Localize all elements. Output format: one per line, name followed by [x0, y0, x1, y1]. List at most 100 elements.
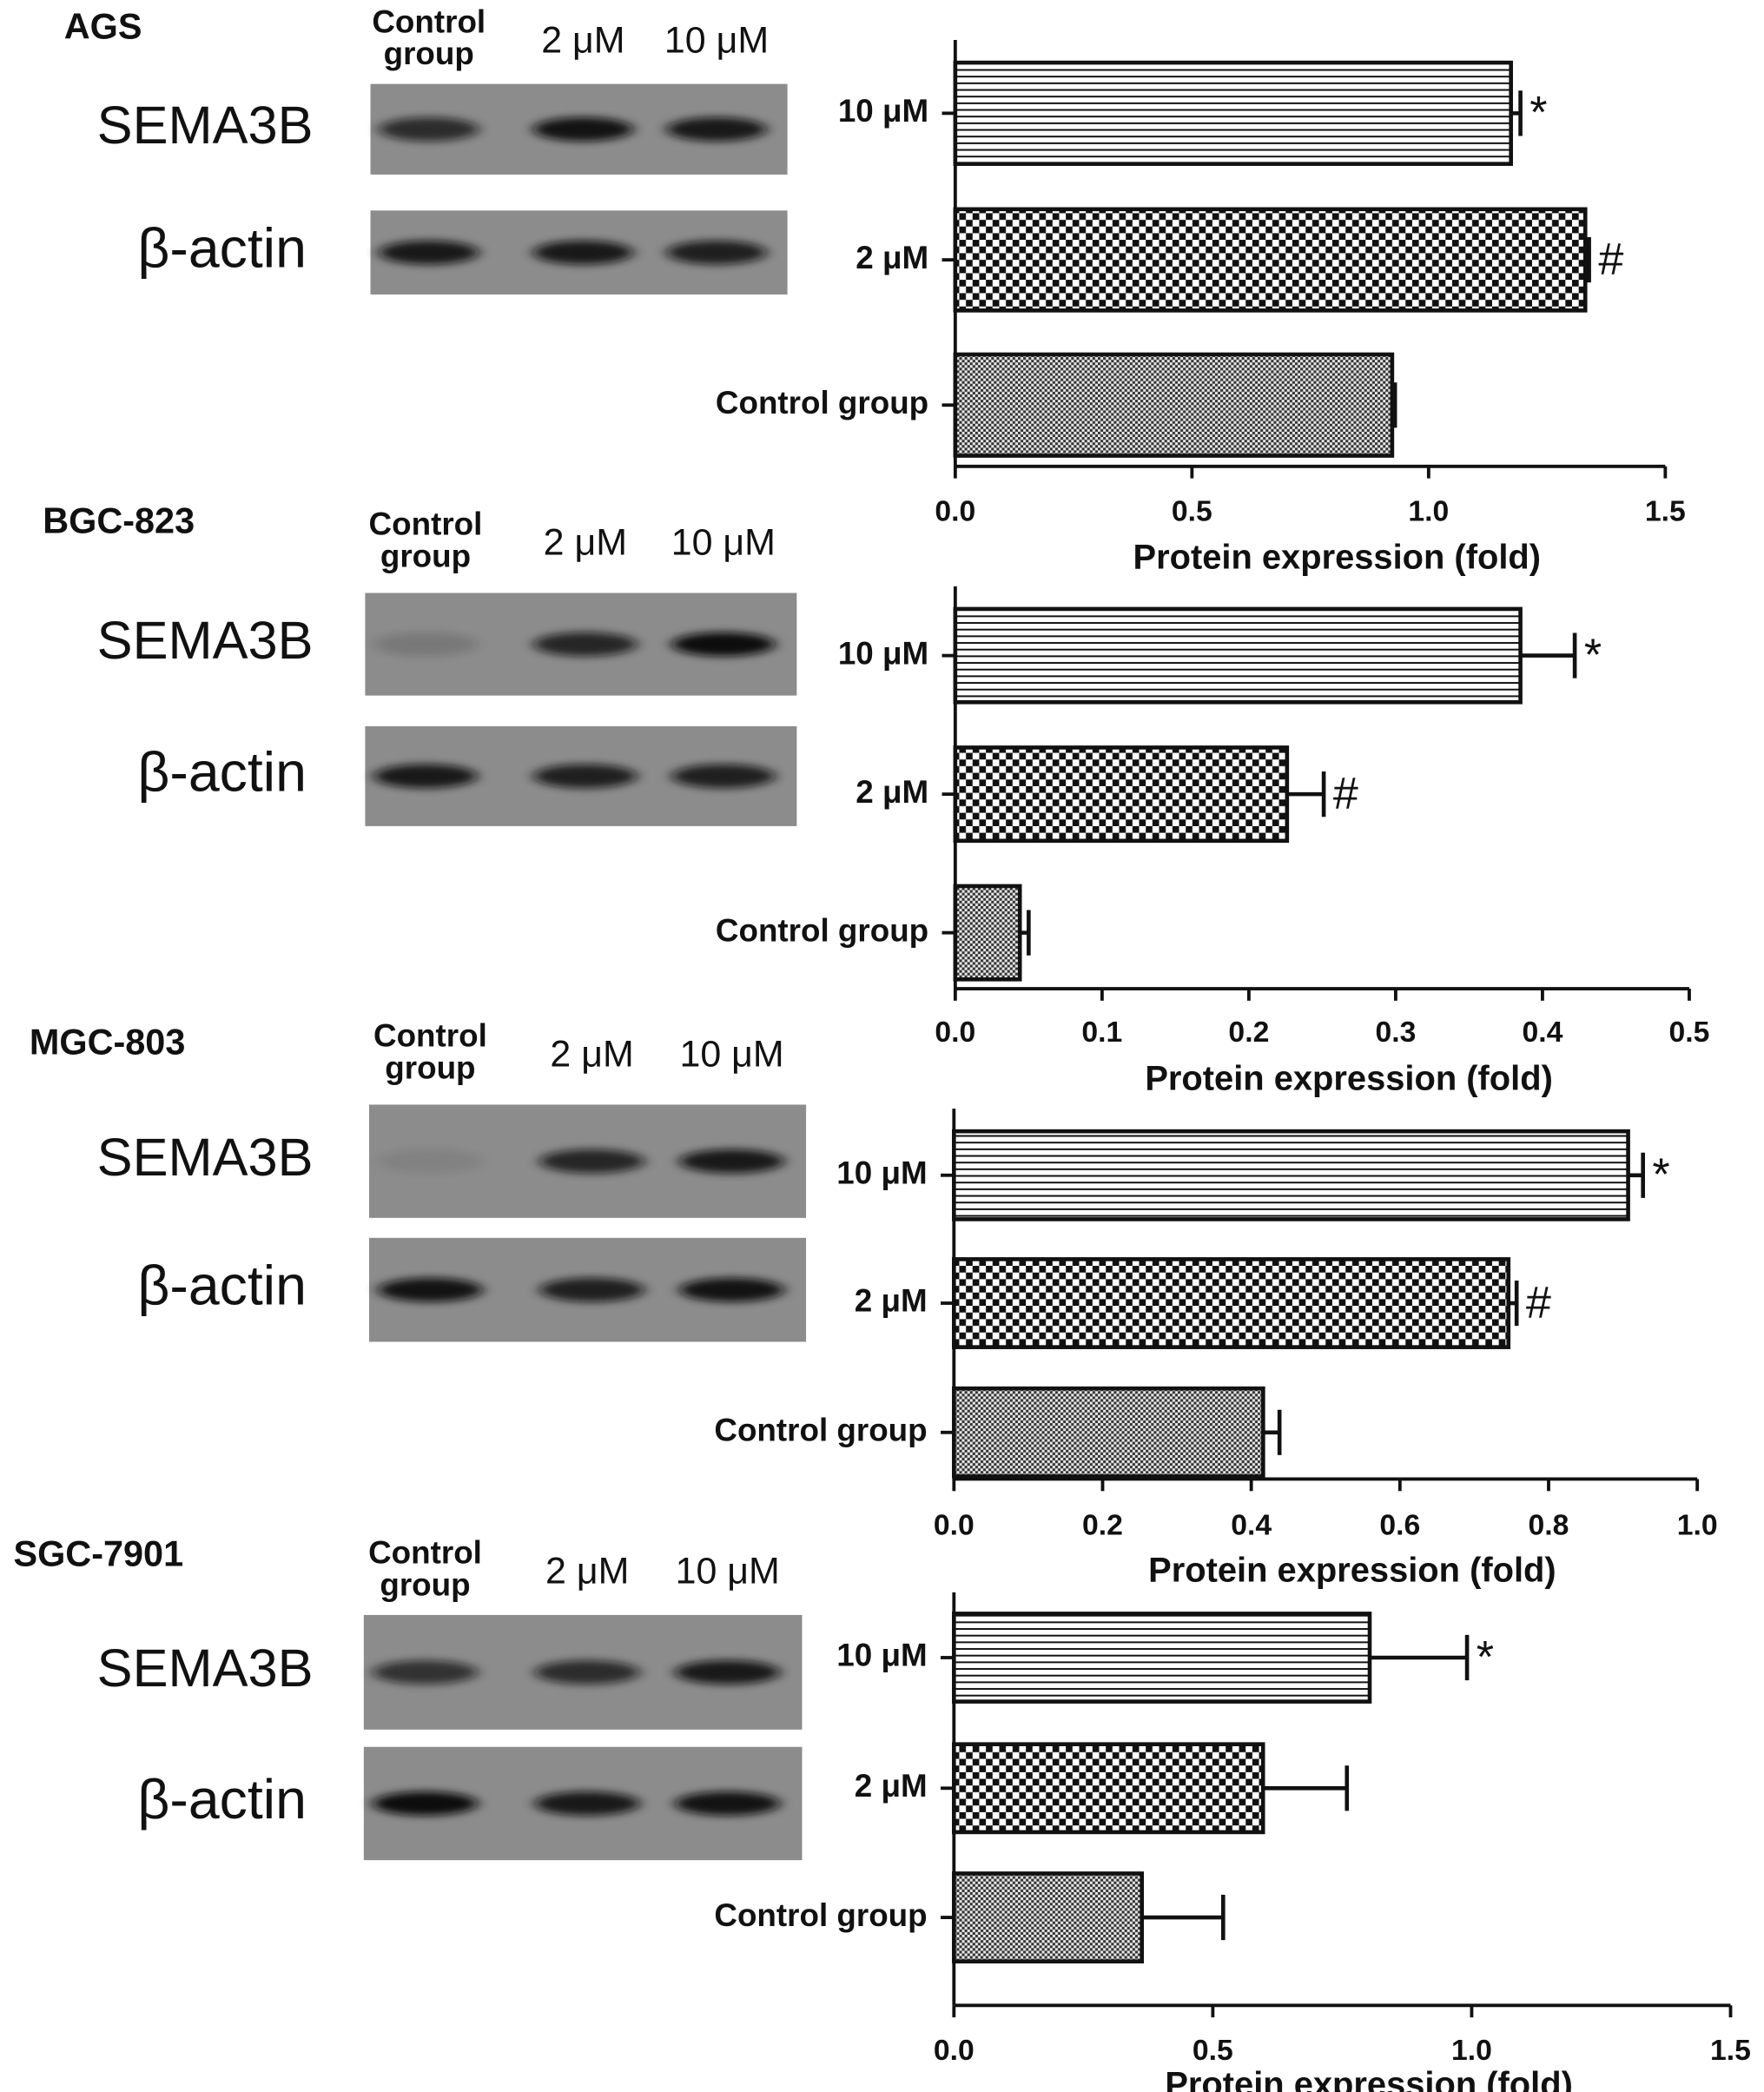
blot-band — [533, 764, 638, 789]
blot-band — [379, 116, 479, 142]
x-tick-label: 1.5 — [1645, 494, 1686, 527]
lane-label: 10 μM — [664, 19, 769, 61]
x-tick-label: 0.5 — [1669, 1016, 1710, 1049]
cell-line-title: SGC-7901 — [13, 1533, 183, 1573]
bar — [952, 1386, 1265, 1479]
lane-label: 2 μM — [544, 522, 627, 564]
lane-label: group — [384, 36, 474, 71]
lane-label: group — [380, 1566, 470, 1602]
error-bar — [1520, 632, 1577, 679]
blot-band — [532, 116, 633, 142]
error-bar — [1585, 237, 1591, 283]
significance-marker: # — [1526, 1278, 1551, 1328]
bar — [953, 207, 1588, 313]
blot-band — [539, 1277, 644, 1302]
x-tick-label: 0.2 — [1228, 1016, 1269, 1049]
y-tick-label: 2 μM — [856, 240, 928, 275]
significance-marker: # — [1598, 235, 1623, 285]
lane-label: 10 μM — [676, 1551, 780, 1592]
error-bar — [1141, 1895, 1226, 1941]
x-tick-label: 0.0 — [935, 494, 975, 527]
cell-line-title: AGS — [64, 7, 142, 47]
blot-row-label: SEMA3B — [97, 611, 314, 671]
blot-band — [378, 1149, 483, 1174]
cell-line-title: BGC-823 — [43, 501, 195, 541]
bar — [953, 352, 1395, 458]
blot-row-label: β-actin — [137, 217, 307, 280]
bar — [953, 884, 1022, 982]
error-bar — [1391, 382, 1397, 428]
error-bar — [1510, 90, 1523, 136]
significance-marker: # — [1333, 769, 1358, 819]
blot-band — [671, 764, 776, 789]
blot-band — [671, 632, 776, 657]
blot-band — [533, 632, 638, 657]
lane-label: 2 μM — [541, 19, 624, 61]
significance-marker: * — [1529, 88, 1547, 138]
error-bar — [1370, 1634, 1470, 1681]
bar — [952, 1129, 1630, 1221]
x-axis-label: Protein expression (fold) — [1133, 539, 1542, 577]
error-bar — [1263, 1765, 1350, 1811]
lane-label: Control — [372, 3, 486, 39]
x-tick-label: 1.0 — [1451, 2034, 1492, 2067]
x-tick-label: 0.4 — [1522, 1016, 1562, 1049]
y-tick-label: 10 μM — [838, 93, 928, 129]
x-tick-label: 0.1 — [1081, 1016, 1122, 1049]
lane-label: group — [385, 1049, 475, 1085]
bar — [952, 1612, 1372, 1704]
x-axis-label: Protein expression (fold) — [1145, 1059, 1553, 1097]
y-tick-label: 10 μM — [838, 635, 928, 671]
y-tick-label: 10 μM — [836, 1155, 927, 1190]
error-bar — [1286, 771, 1326, 818]
lane-label: 10 μM — [679, 1034, 783, 1076]
error-bar — [1508, 1280, 1519, 1327]
lane-label: 10 μM — [671, 522, 776, 564]
blot-band — [378, 1277, 483, 1302]
x-tick-label: 0.0 — [934, 2034, 974, 2067]
lane-label: Control — [373, 1018, 487, 1054]
x-axis-label: Protein expression (fold) — [1165, 2065, 1573, 2092]
x-tick-label: 0.2 — [1082, 1509, 1123, 1542]
x-tick-label: 0.0 — [934, 1509, 974, 1542]
blot-row-label: β-actin — [137, 1768, 307, 1830]
x-tick-label: 0.3 — [1375, 1016, 1416, 1049]
bar — [952, 1871, 1145, 1963]
x-tick-label: 1.0 — [1408, 494, 1449, 527]
blot-band — [379, 240, 479, 265]
blot-row-label: β-actin — [137, 740, 307, 803]
lane-label: Control — [369, 506, 483, 542]
blot-row-label: β-actin — [137, 1255, 307, 1317]
lane-label: 2 μM — [550, 1034, 633, 1076]
blot-band — [373, 764, 478, 789]
blot-band — [679, 1149, 784, 1174]
lane-label: group — [380, 538, 471, 573]
blot-band — [675, 1660, 781, 1685]
error-bar — [1628, 1152, 1645, 1198]
x-tick-label: 0.8 — [1529, 1509, 1569, 1542]
x-tick-label: 0.4 — [1231, 1509, 1272, 1542]
blot-band — [675, 1791, 781, 1816]
x-tick-label: 0.6 — [1379, 1509, 1420, 1542]
error-bar — [1020, 910, 1031, 956]
blot-row-label: SEMA3B — [97, 96, 314, 156]
bar — [953, 745, 1290, 844]
significance-marker: * — [1652, 1150, 1669, 1201]
blot-band — [539, 1149, 644, 1174]
x-axis-label: Protein expression (fold) — [1148, 1551, 1556, 1589]
x-tick-label: 0.5 — [1172, 494, 1212, 527]
lane-label: Control — [368, 1535, 482, 1571]
bar — [953, 606, 1523, 705]
blot-row-label: SEMA3B — [97, 1639, 314, 1698]
blot-band — [534, 1791, 640, 1816]
y-tick-label: 2 μM — [856, 774, 928, 810]
y-tick-label: Control group — [714, 1897, 927, 1933]
significance-marker: * — [1584, 630, 1602, 680]
blot-band — [666, 240, 767, 265]
blot-band — [532, 240, 633, 265]
error-bar — [1263, 1409, 1282, 1455]
blot-band — [666, 116, 767, 142]
